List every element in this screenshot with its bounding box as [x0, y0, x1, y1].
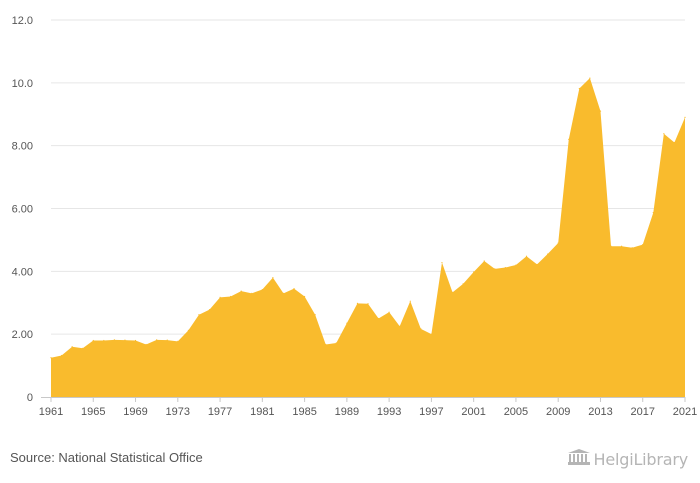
data-point-1994 [399, 325, 401, 327]
data-point-1983 [282, 292, 285, 294]
data-point-2003 [494, 268, 496, 270]
data-point-2005 [515, 264, 517, 266]
data-point-2006 [525, 255, 528, 257]
data-point-1985 [304, 295, 306, 298]
data-point-1965 [92, 339, 94, 342]
data-point-2015 [621, 245, 623, 247]
data-point-2020 [673, 141, 676, 144]
data-point-1968 [124, 339, 126, 341]
x-tick-label-1985: 1985 [292, 406, 316, 418]
x-tick-label-1969: 1969 [123, 406, 147, 418]
data-point-1964 [82, 347, 84, 349]
data-point-1977 [219, 296, 221, 299]
data-point-1978 [230, 295, 232, 298]
data-point-1975 [198, 314, 200, 316]
data-point-1991 [367, 303, 369, 305]
y-axis-labels: 0 2.00 4.00 6.00 8.00 10.0 12.0 [12, 15, 33, 404]
y-tick-label-2: 4.00 [12, 266, 33, 278]
data-point-2002 [483, 260, 485, 262]
data-point-1992 [377, 317, 380, 320]
x-tick-label-1989: 1989 [335, 406, 359, 418]
data-point-1984 [293, 288, 295, 290]
data-point-1970 [145, 343, 147, 346]
data-point-1967 [113, 339, 115, 341]
data-point-1998 [441, 261, 443, 264]
x-tick-label-2005: 2005 [504, 406, 528, 418]
data-point-1989 [346, 322, 348, 324]
x-axis-labels: 1961 1965 1969 1973 1977 1981 1985 1989 1993 1997… [39, 406, 697, 418]
y-tick-label-3: 6.00 [12, 204, 33, 216]
data-point-1981 [261, 288, 263, 291]
y-tick-label-4: 8.00 [12, 141, 33, 153]
data-point-1976 [208, 309, 211, 311]
data-point-2008 [547, 253, 549, 255]
x-tick-label-2001: 2001 [461, 406, 485, 418]
data-point-2004 [504, 266, 506, 269]
data-point-1987 [325, 343, 327, 346]
data-point-1979 [240, 290, 242, 292]
data-point-1961 [50, 357, 52, 359]
data-point-1980 [251, 292, 253, 294]
data-point-1974 [187, 329, 189, 331]
data-point-2013 [599, 110, 602, 112]
data-point-1999 [451, 291, 454, 293]
data-point-2017 [642, 244, 644, 246]
data-point-1995 [409, 300, 411, 302]
brand-name: HelgiLibrary [593, 449, 689, 469]
x-tick-label-1973: 1973 [166, 406, 190, 418]
library-building-icon [567, 449, 590, 469]
data-point-1982 [272, 277, 274, 279]
area-series [50, 77, 686, 398]
y-tick-label-0: 0 [27, 392, 33, 404]
x-tick-label-2017: 2017 [630, 406, 654, 418]
data-point-2009 [557, 242, 559, 244]
data-point-1996 [420, 328, 422, 330]
data-point-1966 [103, 339, 105, 342]
data-point-1963 [71, 346, 73, 348]
data-point-1973 [177, 340, 179, 342]
data-point-1969 [134, 339, 137, 342]
x-tick-label-1993: 1993 [377, 406, 401, 418]
x-tick-label-2013: 2013 [588, 406, 612, 418]
brand-logo[interactable]: HelgiLibrary [567, 449, 689, 469]
x-tick-label-1997: 1997 [419, 406, 443, 418]
y-tick-label-1: 2.00 [12, 329, 33, 341]
data-point-2012 [589, 77, 591, 79]
data-point-1993 [388, 311, 390, 313]
x-tick-label-2009: 2009 [546, 406, 570, 418]
data-point-2001 [473, 271, 475, 273]
data-point-2010 [568, 138, 570, 140]
area-fill [51, 78, 685, 398]
data-point-2007 [536, 263, 538, 266]
data-point-1962 [60, 354, 63, 357]
data-point-2019 [663, 133, 665, 135]
data-point-1997 [430, 333, 432, 335]
x-tick-label-1961: 1961 [39, 406, 63, 418]
axes [41, 397, 686, 402]
data-point-1986 [314, 314, 316, 316]
data-point-2011 [578, 87, 580, 90]
x-tick-label-1965: 1965 [81, 406, 105, 418]
y-tick-label-5: 10.0 [12, 78, 33, 90]
source-note: Source: National Statistical Office [10, 450, 203, 465]
x-tick-label-2021: 2021 [673, 406, 697, 418]
data-point-2018 [652, 211, 654, 214]
data-point-1988 [335, 342, 337, 344]
data-point-1971 [156, 339, 158, 341]
data-point-2016 [631, 247, 633, 249]
data-point-2021 [684, 116, 686, 118]
x-tick-label-1977: 1977 [208, 406, 232, 418]
data-point-1990 [356, 302, 359, 304]
data-point-2000 [462, 283, 464, 285]
data-point-1972 [166, 339, 168, 341]
y-tick-label-6: 12.0 [12, 15, 33, 27]
x-tick-label-1981: 1981 [250, 406, 274, 418]
data-point-2014 [610, 245, 612, 247]
